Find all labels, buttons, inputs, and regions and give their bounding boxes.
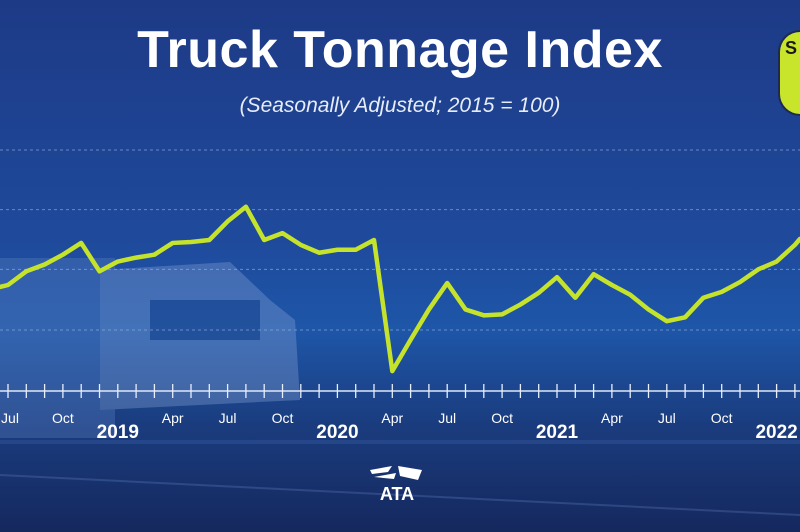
x-tick-label: Apr <box>601 410 623 426</box>
x-tick-label: Jul <box>219 410 237 426</box>
series-line <box>0 204 800 374</box>
x-tick-label: Jul <box>438 410 456 426</box>
chart-title: Truck Tonnage Index <box>137 21 663 79</box>
x-tick-label: Oct <box>491 410 513 426</box>
x-tick-label: Jul <box>658 410 676 426</box>
x-tick-label: Jul <box>1 410 19 426</box>
year-label: 2020 <box>316 422 358 443</box>
x-tick-label: Apr <box>162 410 184 426</box>
year-label: 2022 <box>755 422 797 443</box>
legend-badge-text: S <box>785 38 798 58</box>
x-tick-label: Oct <box>272 410 294 426</box>
x-tick-label: Oct <box>711 410 733 426</box>
x-tick-label: Apr <box>381 410 403 426</box>
year-label: 2021 <box>536 422 579 443</box>
legend-badge: S <box>778 30 800 116</box>
truck-silhouette <box>0 258 800 516</box>
x-tick-label: Oct <box>52 410 74 426</box>
chart-subtitle: (Seasonally Adjusted; 2015 = 100) <box>239 94 561 117</box>
year-label: 2019 <box>97 422 139 443</box>
